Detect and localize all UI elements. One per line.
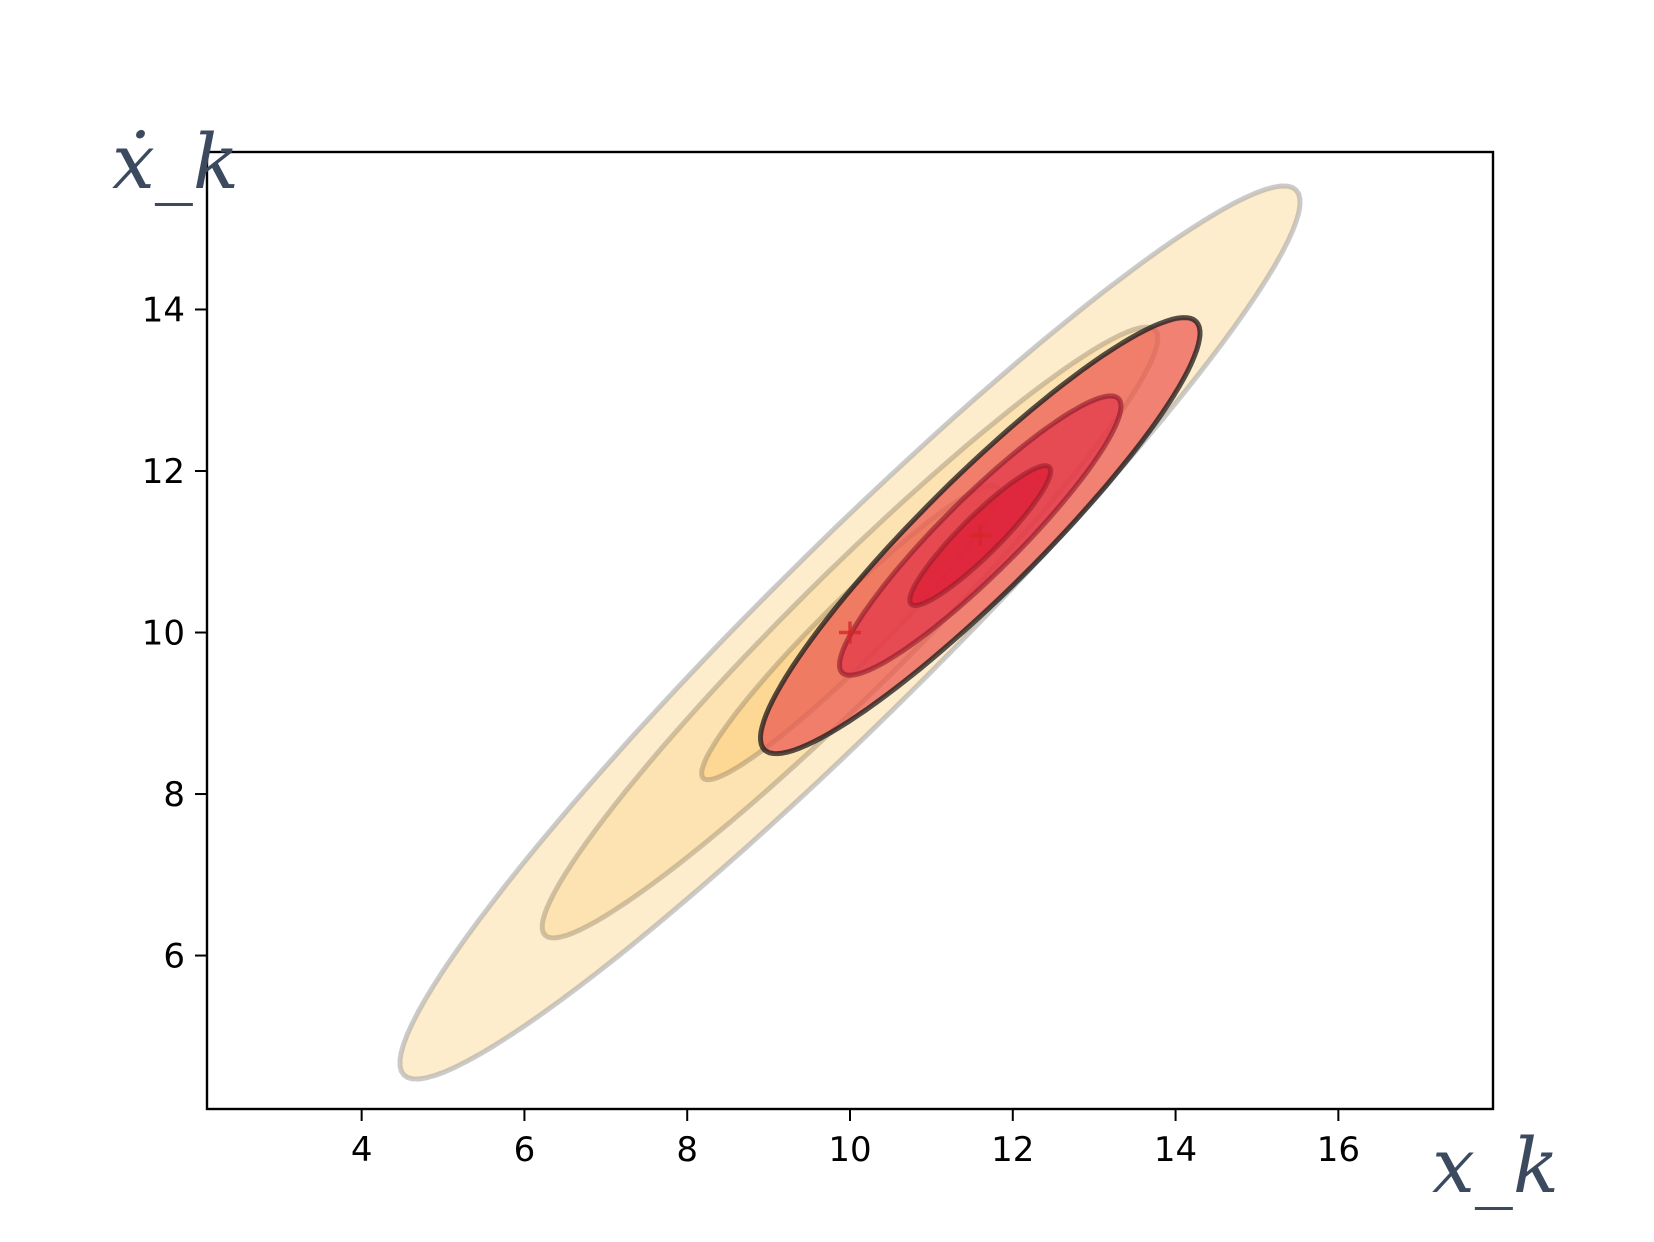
y-tick-label: 8 (163, 775, 185, 815)
x-tick-label: 8 (676, 1130, 698, 1170)
y-axis-title: ẋ_k (112, 117, 239, 206)
y-tick-label: 12 (142, 452, 185, 492)
y-axis: 6 8 10 12 14 (142, 290, 207, 977)
x-tick-label: 12 (991, 1130, 1034, 1170)
x-tick-label: 14 (1154, 1130, 1197, 1170)
x-tick-label: 6 (514, 1130, 536, 1170)
x-axis-title: x_k (1432, 1121, 1559, 1210)
x-tick-label: 16 (1317, 1130, 1360, 1170)
markers-layer (839, 524, 992, 644)
center-marker-2 (969, 524, 992, 547)
y-tick-label: 14 (142, 290, 185, 330)
x-tick-label: 10 (828, 1130, 871, 1170)
y-tick-label: 6 (163, 937, 185, 977)
x-tick-label: 4 (351, 1130, 373, 1170)
y-tick-label: 10 (142, 614, 185, 654)
center-marker-1 (839, 621, 861, 644)
x-axis: 4 6 8 10 12 14 16 (351, 1109, 1360, 1170)
